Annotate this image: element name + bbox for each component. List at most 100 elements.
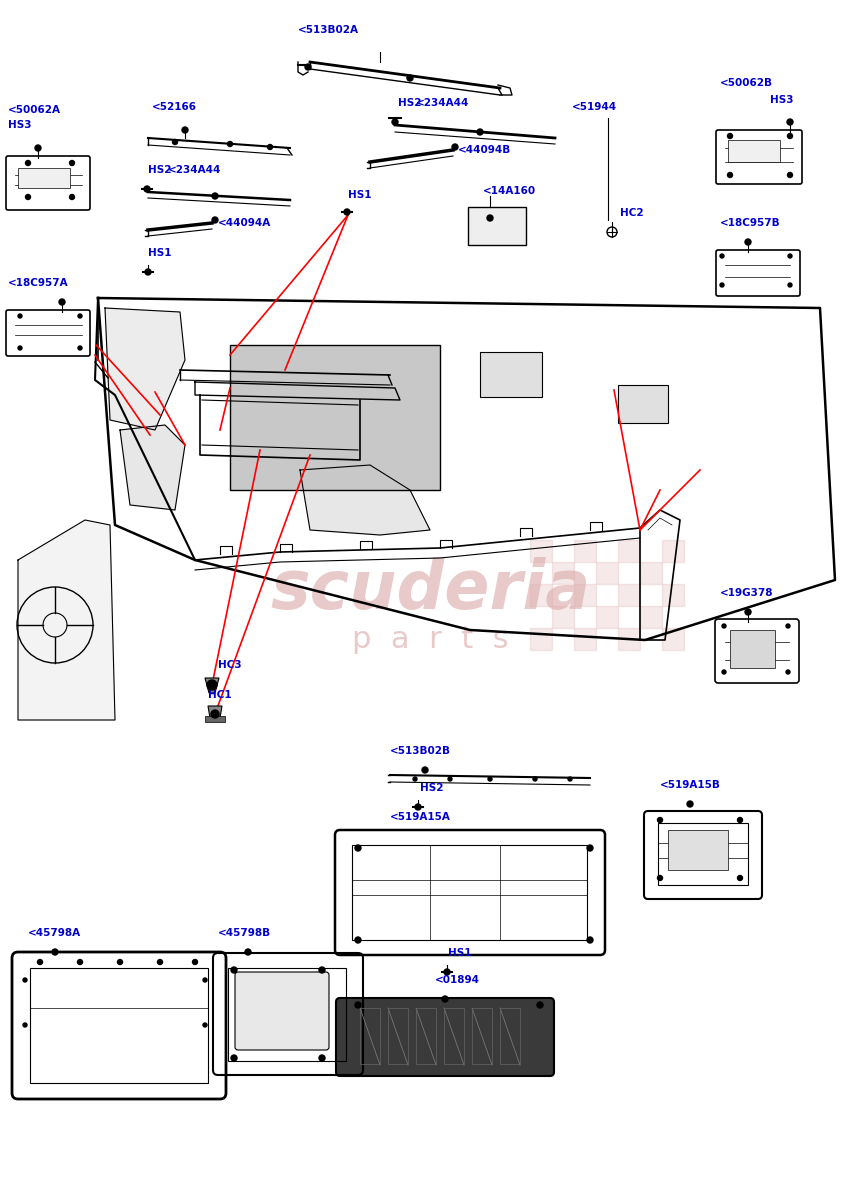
Circle shape <box>70 194 75 199</box>
Circle shape <box>59 299 65 305</box>
Circle shape <box>720 283 724 287</box>
Circle shape <box>355 845 361 851</box>
Circle shape <box>722 624 726 628</box>
Circle shape <box>35 145 41 151</box>
Bar <box>444 1008 464 1064</box>
Text: <234A44: <234A44 <box>416 98 469 108</box>
Text: <513B02B: <513B02B <box>390 746 451 756</box>
Text: <513B02A: <513B02A <box>298 25 359 35</box>
Bar <box>530 584 552 606</box>
Circle shape <box>211 710 219 718</box>
Circle shape <box>26 194 31 199</box>
Circle shape <box>212 217 218 223</box>
Bar <box>230 346 440 490</box>
Polygon shape <box>120 425 185 510</box>
Circle shape <box>207 680 217 690</box>
Text: <18C957A: <18C957A <box>8 278 69 288</box>
Text: <50062A: <50062A <box>8 104 61 115</box>
Circle shape <box>452 144 458 150</box>
Bar <box>662 540 684 562</box>
Polygon shape <box>300 464 430 535</box>
Text: <519A15A: <519A15A <box>390 812 451 822</box>
Circle shape <box>488 778 492 781</box>
Bar <box>500 1008 520 1064</box>
Bar <box>730 630 775 668</box>
Circle shape <box>568 778 572 781</box>
Text: <19G378: <19G378 <box>720 588 773 598</box>
Circle shape <box>231 1055 237 1061</box>
Bar <box>552 606 574 628</box>
Text: HC1: HC1 <box>208 690 232 700</box>
Circle shape <box>203 978 207 982</box>
Circle shape <box>745 608 751 614</box>
Text: HS2: HS2 <box>148 164 172 175</box>
Circle shape <box>392 119 398 125</box>
Text: HC2: HC2 <box>620 208 643 218</box>
Circle shape <box>444 970 450 974</box>
Circle shape <box>728 173 733 178</box>
Bar <box>618 385 668 422</box>
Bar <box>574 584 596 606</box>
Circle shape <box>422 767 428 773</box>
Text: HS3: HS3 <box>8 120 32 130</box>
Circle shape <box>657 876 662 881</box>
Polygon shape <box>205 678 219 692</box>
Text: <44094B: <44094B <box>458 145 511 155</box>
Circle shape <box>77 960 82 965</box>
Bar <box>618 628 640 650</box>
Circle shape <box>52 949 58 955</box>
Circle shape <box>231 967 237 973</box>
Bar <box>662 584 684 606</box>
Circle shape <box>144 186 150 192</box>
Bar <box>530 540 552 562</box>
Circle shape <box>533 778 537 781</box>
Circle shape <box>687 802 693 806</box>
Text: HC3: HC3 <box>218 660 241 670</box>
Text: HS2: HS2 <box>420 782 443 793</box>
Bar <box>574 540 596 562</box>
Bar <box>618 540 640 562</box>
Text: <52166: <52166 <box>152 102 197 112</box>
Text: <45798A: <45798A <box>28 928 81 938</box>
Text: <45798B: <45798B <box>218 928 271 938</box>
Text: HS2: HS2 <box>398 98 422 108</box>
Bar <box>468 206 526 245</box>
Circle shape <box>118 960 123 965</box>
Bar <box>618 584 640 606</box>
Circle shape <box>448 778 452 781</box>
Circle shape <box>23 1022 27 1027</box>
Bar <box>360 1008 380 1064</box>
Bar <box>352 845 587 940</box>
Circle shape <box>38 960 42 965</box>
Polygon shape <box>18 520 115 720</box>
Circle shape <box>157 960 162 965</box>
Bar <box>552 562 574 584</box>
Circle shape <box>203 1022 207 1027</box>
Circle shape <box>173 139 178 144</box>
Bar <box>30 968 208 1082</box>
Circle shape <box>23 978 27 982</box>
Bar <box>530 628 552 650</box>
Circle shape <box>182 127 188 133</box>
Circle shape <box>487 215 493 221</box>
Bar <box>640 606 662 628</box>
Text: <18C957B: <18C957B <box>720 218 781 228</box>
Bar <box>640 562 662 584</box>
Bar <box>662 628 684 650</box>
Circle shape <box>319 967 325 973</box>
Text: <50062B: <50062B <box>720 78 773 88</box>
Circle shape <box>786 670 790 674</box>
Circle shape <box>728 133 733 138</box>
Circle shape <box>355 937 361 943</box>
Circle shape <box>78 346 82 350</box>
Circle shape <box>788 254 792 258</box>
Circle shape <box>78 314 82 318</box>
Circle shape <box>245 949 251 955</box>
FancyBboxPatch shape <box>336 998 554 1076</box>
Bar <box>596 606 618 628</box>
Bar <box>388 1008 408 1064</box>
Text: HS1: HS1 <box>448 948 472 958</box>
Text: <51944: <51944 <box>572 102 617 112</box>
Bar <box>228 968 346 1061</box>
Text: <44094A: <44094A <box>218 218 271 228</box>
